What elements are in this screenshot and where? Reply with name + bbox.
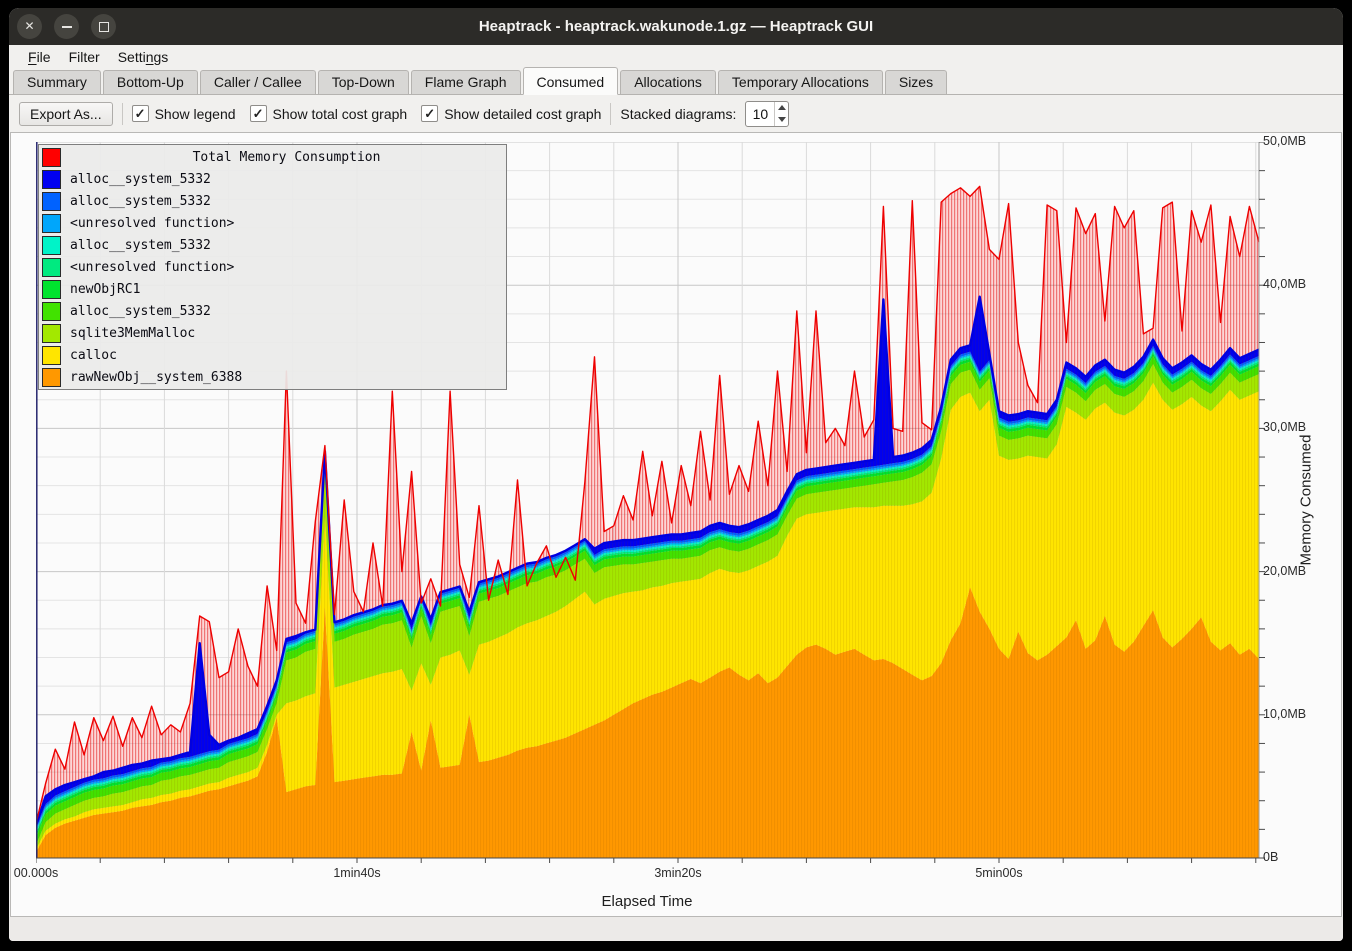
menu-filter[interactable]: Filter [68, 48, 100, 65]
chevron-up-icon [777, 105, 786, 110]
checkbox-show-legend[interactable]: ✓ Show legend [131, 105, 236, 122]
tab-bottom-up[interactable]: Bottom-Up [102, 70, 198, 94]
legend-swatch [42, 235, 61, 255]
y-tick-label: 20,0MB [1263, 563, 1307, 578]
y-tick-label: 40,0MB [1263, 277, 1307, 292]
checkbox-show-total-cost-graph[interactable]: ✓ Show total cost graph [249, 105, 408, 122]
tab-allocations[interactable]: Allocations [620, 70, 716, 94]
spinner-down-button[interactable] [775, 114, 788, 126]
legend-label: newObjRC1 [70, 281, 141, 297]
tab-summary[interactable]: Summary [13, 70, 101, 94]
tab-flame-graph[interactable]: Flame Graph [410, 70, 521, 94]
legend-item: Total Memory Consumption [42, 146, 503, 168]
legend-label: alloc__system_5332 [70, 303, 211, 319]
minimize-button[interactable] [54, 14, 79, 39]
legend-item: alloc__system_5332 [42, 168, 503, 190]
legend-swatch [42, 345, 61, 365]
checkbox-group: ✓ Show legend ✓ Show total cost graph ✓ Show … [131, 105, 601, 122]
legend-item: alloc__system_5332 [42, 300, 503, 322]
legend-label: <unresolved function> [70, 259, 235, 275]
legend-item: calloc [42, 344, 503, 366]
legend-swatch [42, 323, 61, 343]
legend-item: sqlite3MemMalloc [42, 322, 503, 344]
checkbox-label: Show detailed cost graph [444, 105, 602, 122]
minimize-icon [61, 25, 72, 28]
tab-consumed[interactable]: Consumed [522, 67, 619, 95]
legend-label: <unresolved function> [70, 215, 235, 231]
tab-bar: Summary Bottom-Up Caller / Callee Top-Down F… [9, 67, 1343, 95]
legend-item: alloc__system_5332 [42, 234, 503, 256]
legend-label: alloc__system_5332 [70, 237, 211, 253]
legend-item: alloc__system_5332 [42, 190, 503, 212]
checkbox-icon: ✓ [421, 105, 439, 122]
legend-item: <unresolved function> [42, 256, 503, 278]
checkbox-label: Show legend [154, 105, 236, 122]
legend-swatch [42, 191, 61, 211]
window-title: Heaptrack - heaptrack.wakunode.1.gz — He… [478, 18, 874, 35]
y-axis-title: Memory Consumed [1297, 434, 1315, 566]
x-tick-label: 1min40s [333, 866, 381, 880]
legend-swatch [42, 147, 61, 167]
window-bottom-margin [9, 917, 1343, 941]
tab-sizes[interactable]: Sizes [884, 70, 948, 94]
legend-swatch [42, 301, 61, 321]
menu-file[interactable]: File [28, 48, 51, 65]
checkbox-icon: ✓ [249, 105, 267, 122]
tab-top-down[interactable]: Top-Down [317, 70, 409, 94]
legend-label: sqlite3MemMalloc [70, 325, 196, 341]
x-axis-title: Elapsed Time [601, 893, 693, 910]
heaptrack-window: Heaptrack - heaptrack.wakunode.1.gz — He… [9, 8, 1343, 941]
y-tick-label: 10,0MB [1263, 706, 1307, 721]
stacked-diagrams-value: 10 [752, 105, 769, 122]
toolbar-separator [121, 102, 123, 125]
stacked-diagrams-label: Stacked diagrams: [620, 105, 737, 122]
y-tick-label: 30,0MB [1263, 420, 1307, 435]
close-button[interactable]: ✕ [17, 14, 42, 39]
x-tick-label: 3min20s [654, 866, 702, 880]
legend-swatch [42, 279, 61, 299]
legend-swatch [42, 367, 61, 387]
tab-temporary-allocations[interactable]: Temporary Allocations [717, 70, 883, 94]
export-as-button[interactable]: Export As... [19, 101, 113, 126]
legend-label: calloc [70, 347, 117, 363]
checkbox-label: Show total cost graph [272, 105, 408, 122]
legend-label: rawNewObj__system_6388 [70, 369, 243, 385]
x-tick-label: 00.000s [13, 866, 59, 880]
stacked-diagrams-spinner[interactable]: 10 [745, 100, 790, 127]
legend-swatch [42, 169, 61, 189]
spinner-up-button[interactable] [775, 102, 788, 114]
legend-label: Total Memory Consumption [192, 149, 381, 165]
maximize-icon [98, 21, 109, 32]
menu-bar: File Filter Settings [9, 45, 1343, 68]
legend-item: rawNewObj__system_6388 [42, 366, 503, 388]
checkbox-show-detailed-cost-graph[interactable]: ✓ Show detailed cost graph [421, 105, 601, 122]
close-icon: ✕ [24, 19, 35, 33]
legend-item: newObjRC1 [42, 278, 503, 300]
legend-label: alloc__system_5332 [70, 193, 211, 209]
toolbar-separator [610, 102, 612, 125]
y-tick-label: 0B [1263, 850, 1279, 864]
maximize-button[interactable] [91, 14, 116, 39]
legend-item: <unresolved function> [42, 212, 503, 234]
y-tick-label: 50,0MB [1263, 134, 1307, 148]
tab-caller-callee[interactable]: Caller / Callee [199, 70, 316, 94]
chevron-down-icon [777, 117, 786, 122]
consumed-chart-panel: 00.000s 1min40s 3min20s 5min00s 0B 10,0MB 20,0… [10, 132, 1342, 917]
menu-settings[interactable]: Settings [117, 48, 169, 65]
legend-label: alloc__system_5332 [70, 171, 211, 187]
legend-swatch [42, 257, 61, 277]
memory-consumption-chart[interactable] [36, 142, 1276, 872]
checkbox-icon: ✓ [131, 105, 149, 122]
toolbar: Export As... ✓ Show legend ✓ Show total cos… [9, 95, 1343, 132]
legend-swatch [42, 213, 61, 233]
chart-legend: Total Memory Consumption alloc__system_53… [38, 144, 507, 390]
x-tick-label: 5min00s [975, 866, 1023, 880]
titlebar: Heaptrack - heaptrack.wakunode.1.gz — He… [9, 8, 1343, 45]
